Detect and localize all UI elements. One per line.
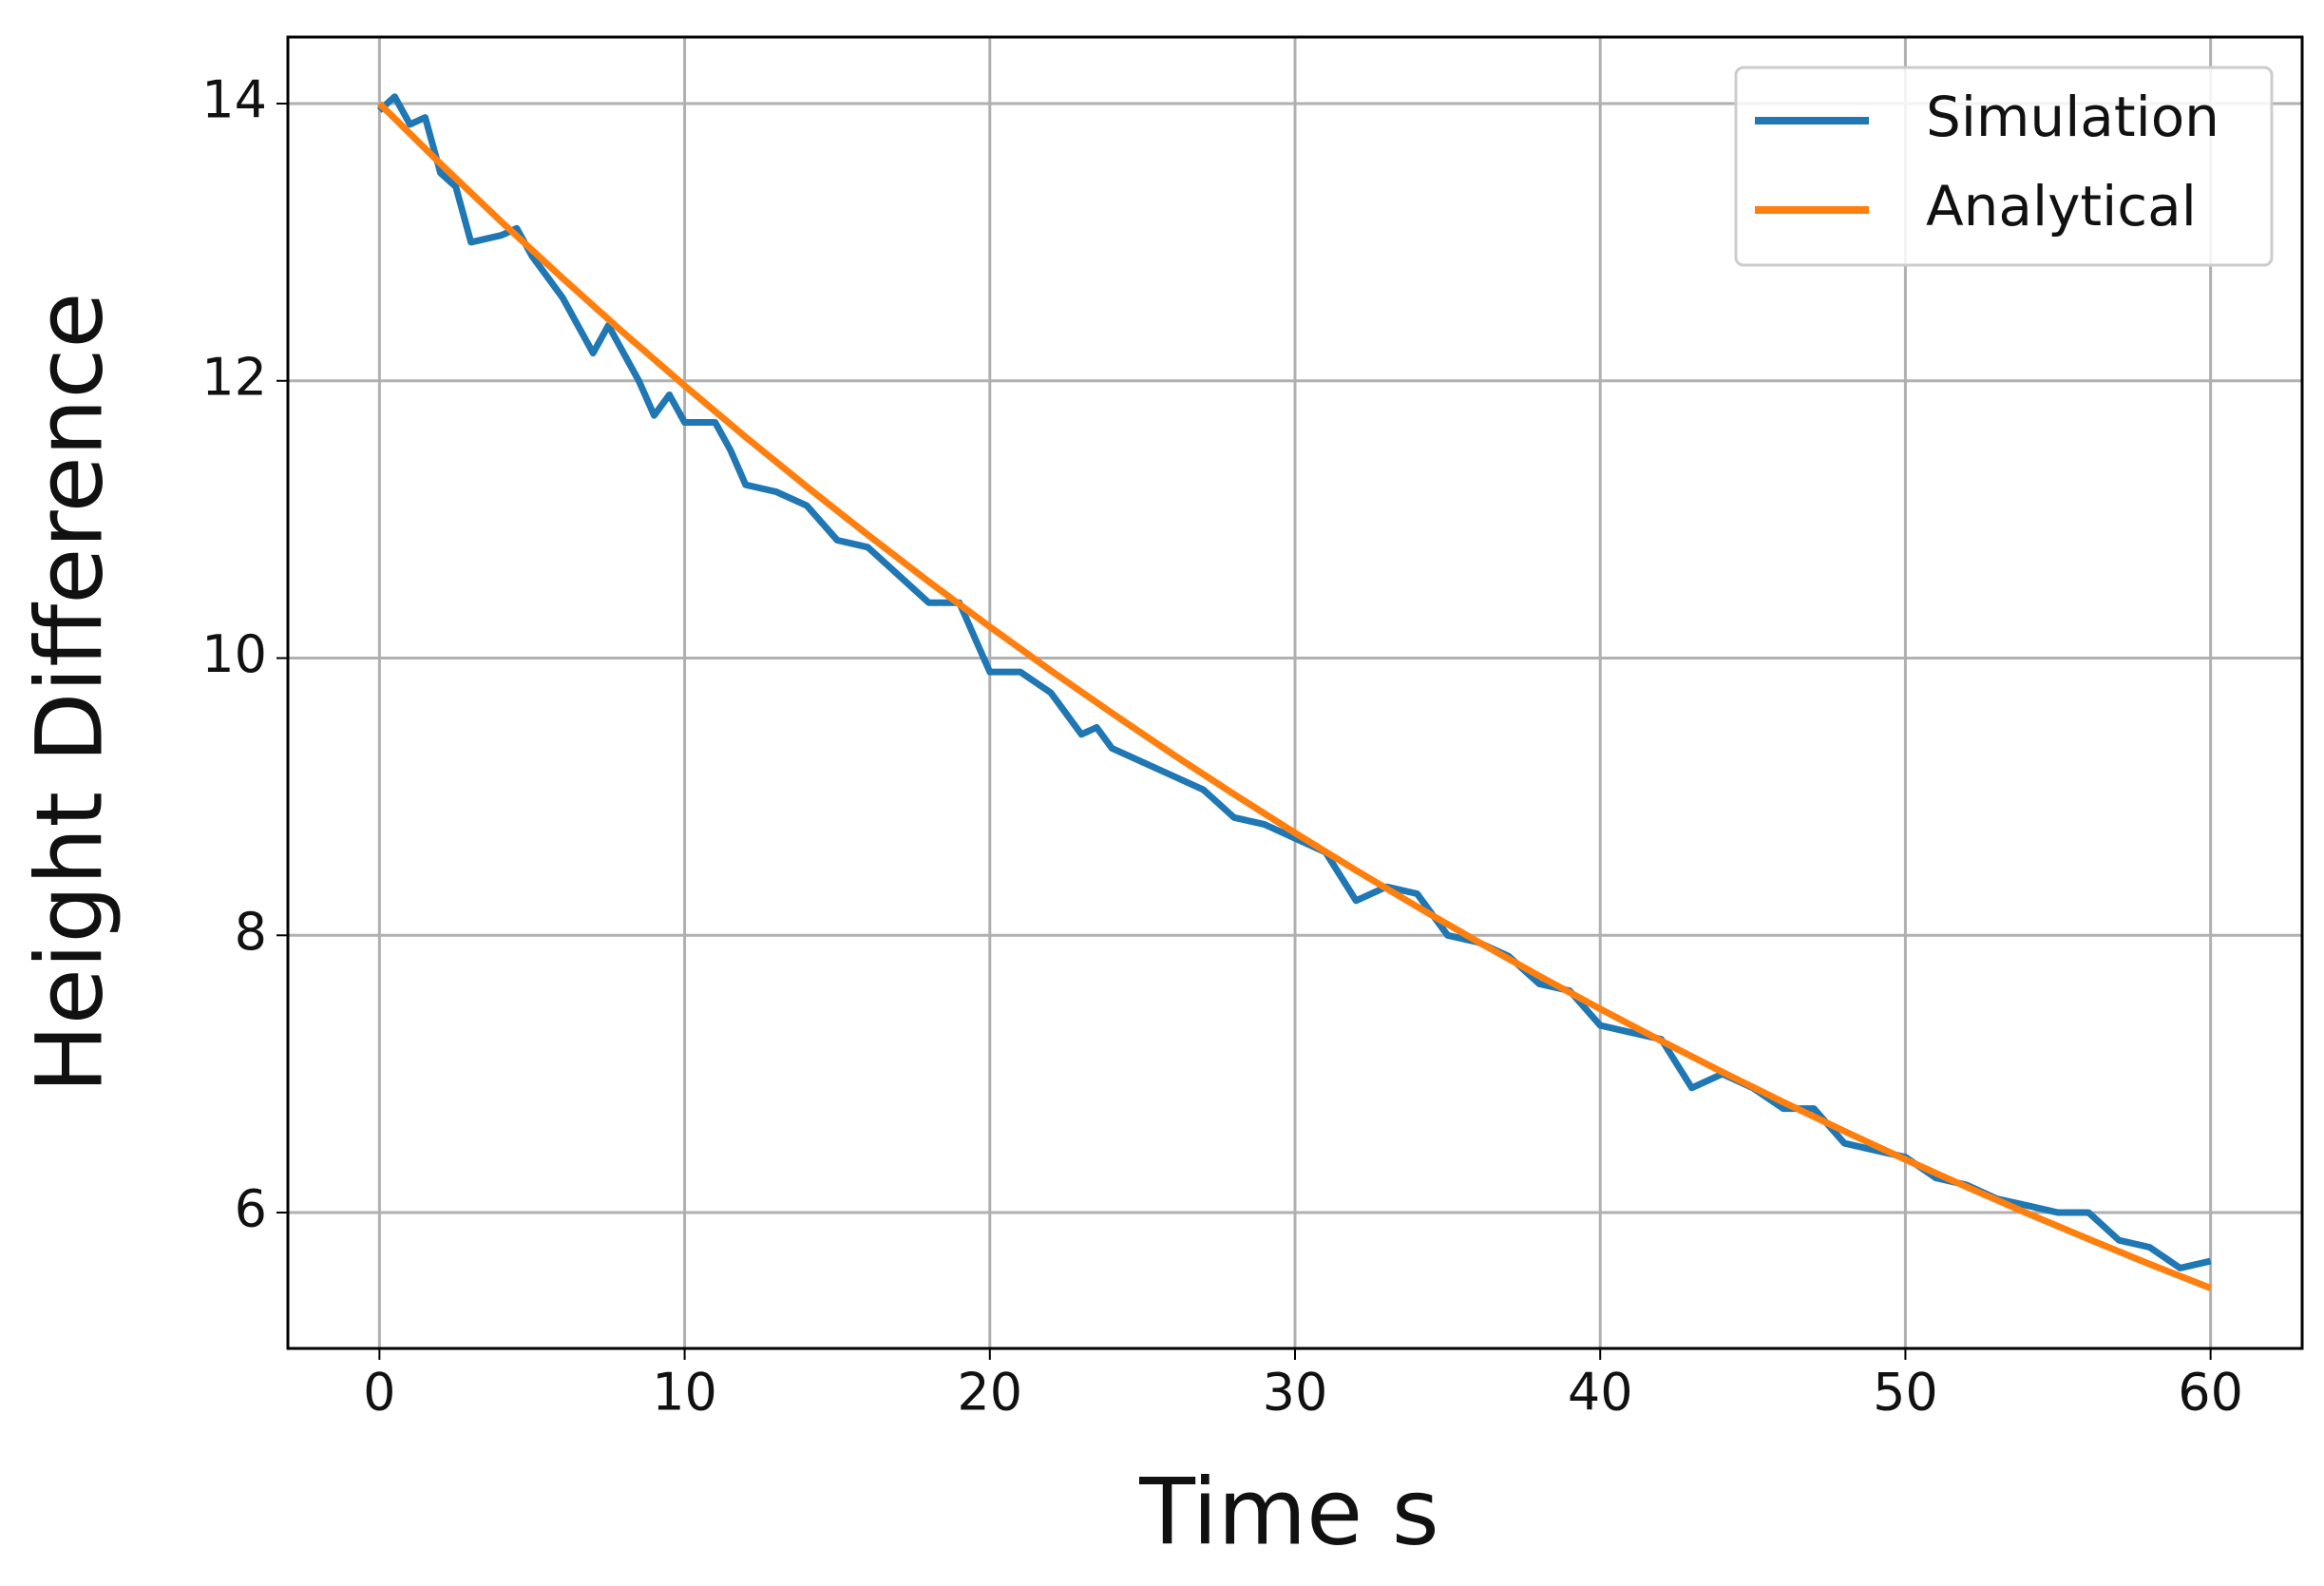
x-axis-label: Time s [1138, 1459, 1438, 1565]
y-axis-label: Height Difference [16, 293, 123, 1094]
y-tick-label: 8 [235, 902, 267, 962]
y-tick-label: 12 [201, 347, 267, 407]
legend-label: Simulation [1926, 85, 2219, 149]
y-tick-label: 14 [201, 70, 267, 130]
x-tick-label: 40 [1568, 1363, 1633, 1423]
series-line [377, 93, 2212, 1271]
legend-label: Analytical [1926, 174, 2197, 239]
x-tick-label: 0 [363, 1363, 395, 1423]
x-tick-label: 20 [957, 1363, 1022, 1423]
x-tick-label: 30 [1263, 1363, 1328, 1423]
y-tick-label: 10 [201, 624, 267, 684]
series-line [376, 101, 2212, 1291]
legend-box [1734, 66, 2274, 267]
plot-frame [286, 35, 2304, 1350]
x-tick-label: 60 [2178, 1363, 2243, 1423]
x-tick-label: 50 [1873, 1363, 1938, 1423]
x-tick-label: 10 [652, 1363, 717, 1423]
y-tick-label: 6 [235, 1179, 267, 1239]
